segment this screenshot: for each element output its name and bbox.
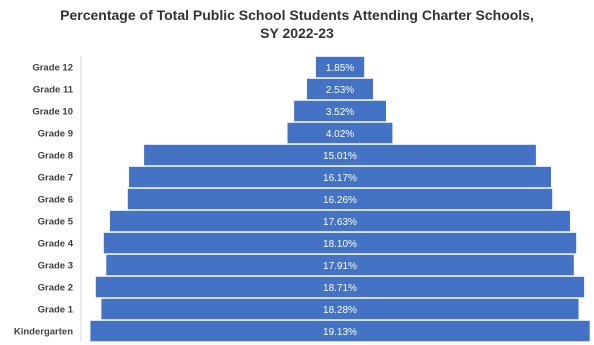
category-label-grade-12: Grade 12: [32, 63, 73, 74]
bar-grade-1: [101, 298, 579, 320]
bar-kindergarten: [90, 320, 590, 342]
bar-grade-2: [95, 276, 585, 298]
bar-grade-11: [307, 78, 373, 100]
bar-grade-7: [129, 166, 551, 188]
data-label-grade-11: 2.53%: [326, 85, 354, 96]
category-label-grade-2: Grade 2: [38, 283, 73, 294]
data-label-grade-3: 17.91%: [323, 261, 357, 272]
category-label-grade-3: Grade 3: [38, 261, 73, 272]
bar-grade-4: [103, 232, 577, 254]
chart-title-line-1: Percentage of Total Public School Studen…: [60, 7, 534, 23]
data-label-grade-6: 16.26%: [323, 195, 357, 206]
bar-grade-5: [109, 210, 571, 232]
bar-grade-6: [127, 188, 553, 210]
data-label-grade-7: 16.17%: [323, 173, 357, 184]
chart-title-line-2: SY 2022-23: [260, 25, 334, 41]
category-label-grade-6: Grade 6: [38, 195, 73, 206]
category-label-grade-7: Grade 7: [38, 173, 73, 184]
data-label-grade-5: 17.63%: [323, 217, 357, 228]
data-label-grade-9: 4.02%: [326, 129, 354, 140]
bar-grade-12: [315, 56, 365, 78]
data-label-grade-12: 1.85%: [326, 63, 354, 74]
category-label-grade-4: Grade 4: [38, 239, 74, 250]
data-label-kindergarten: 19.13%: [323, 327, 357, 338]
category-label-grade-1: Grade 1: [38, 305, 74, 316]
chart-title: Percentage of Total Public School Studen…: [0, 6, 594, 42]
category-label-grade-9: Grade 9: [38, 129, 73, 140]
data-label-grade-2: 18.71%: [323, 283, 357, 294]
category-label-kindergarten: Kindergarten: [14, 327, 73, 338]
category-label-grade-8: Grade 8: [38, 151, 73, 162]
data-label-grade-4: 18.10%: [323, 239, 357, 250]
data-label-grade-8: 15.01%: [323, 151, 357, 162]
data-label-grade-10: 3.52%: [326, 107, 354, 118]
bar-grade-10: [294, 100, 386, 122]
category-label-grade-5: Grade 5: [38, 217, 74, 228]
bar-grade-9: [287, 122, 393, 144]
category-label-grade-11: Grade 11: [33, 85, 74, 96]
category-label-grade-10: Grade 10: [32, 107, 73, 118]
bar-grade-8: [144, 144, 536, 166]
data-label-grade-1: 18.28%: [323, 305, 357, 316]
bar-grade-3: [106, 254, 574, 276]
